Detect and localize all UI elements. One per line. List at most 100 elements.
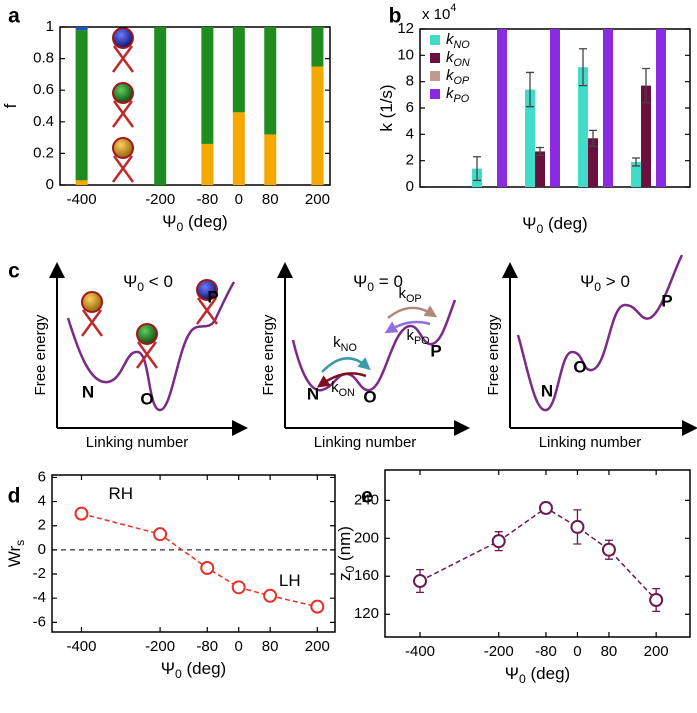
legend-label-part: PO — [454, 93, 470, 105]
x-tick-label: -400 — [405, 643, 435, 660]
diagram-y-label: Free energy — [32, 314, 49, 395]
x-tick-label: 0 — [573, 643, 581, 660]
y-multiplier-part: x 10 — [422, 6, 450, 23]
diagram-y-label: Free energy — [260, 314, 277, 395]
y-tick-label: 0.8 — [33, 50, 54, 67]
x-axis-label-part: (deg) — [543, 214, 587, 233]
rate-label-part: OP — [406, 293, 422, 305]
y-tick-label: 120 — [354, 605, 379, 622]
bar-segment — [311, 66, 324, 185]
y-tick-label: 0 — [46, 176, 54, 193]
rate-label-part: ON — [339, 387, 355, 399]
state-label: P — [430, 341, 441, 360]
diagram-title-part: < 0 — [144, 272, 173, 291]
x-tick-label: -80 — [535, 643, 557, 660]
legend-swatch — [430, 35, 440, 45]
x-axis-label-part: (deg) — [183, 212, 227, 231]
y-axis-label-part: z — [335, 572, 354, 581]
error-bar — [579, 48, 587, 87]
bar — [641, 85, 651, 187]
diagram-x-label: Linking number — [539, 434, 642, 451]
y-tick-label: 8 — [406, 73, 414, 90]
x-tick-label: 0 — [235, 638, 243, 655]
bar — [656, 29, 666, 187]
legend-label: kON — [446, 49, 470, 69]
legend-label-part: ON — [454, 57, 470, 69]
bar-segment — [75, 27, 88, 31]
icon-n-state — [111, 136, 135, 184]
x-tick-label: 0 — [235, 191, 243, 208]
y-tick-label: 0.6 — [33, 81, 54, 98]
diagram-title-part: = 0 — [374, 272, 403, 291]
x-tick-label: -400 — [67, 191, 97, 208]
y-tick-label: 2 — [406, 152, 414, 169]
bar-segment — [232, 112, 245, 185]
diagram-x-label: Linking number — [86, 434, 189, 451]
diagram-y-label: Free energy — [485, 314, 502, 395]
energy-axes — [49, 262, 697, 436]
legend-swatch — [430, 53, 440, 63]
x-axis-label-part: Ψ — [505, 664, 519, 683]
legend-label: kPO — [446, 85, 470, 105]
legend-label-part: OP — [454, 75, 470, 87]
error-bar — [642, 67, 650, 104]
data-point — [263, 588, 278, 603]
y-tick-label: 160 — [354, 567, 379, 584]
x-tick-label: 80 — [262, 191, 279, 208]
y-axis-label: f — [1, 103, 20, 108]
rate-label-part: k — [406, 327, 414, 344]
bar — [535, 151, 545, 187]
x-tick-label: 200 — [305, 638, 330, 655]
panel-label: b — [389, 5, 402, 28]
state-label: O — [363, 387, 376, 406]
panel-label: c — [8, 260, 20, 283]
diagram-title: Ψ0 > 0 — [580, 272, 630, 294]
diagram-title-part: Ψ — [353, 272, 367, 291]
data-point — [413, 574, 428, 589]
y-axis-label-part: k (1/s) — [377, 84, 396, 131]
y-tick-label: 240 — [354, 491, 379, 508]
data-point — [570, 519, 585, 534]
state-label: P — [661, 291, 672, 310]
data-line — [81, 512, 318, 608]
state-label: P — [207, 287, 218, 306]
x-axis-label-part: (deg) — [182, 659, 226, 678]
x-tick-label: -200 — [145, 191, 175, 208]
y-tick-label: 0 — [38, 541, 46, 558]
y-tick-label: 0.4 — [33, 113, 54, 130]
y-tick-label: -4 — [33, 589, 46, 606]
rate-label: kPO — [406, 327, 429, 347]
x-tick-label: 80 — [262, 638, 279, 655]
x-axis-label-part: Ψ — [522, 214, 536, 233]
panel-label: a — [8, 5, 20, 28]
y-tick-label: 0.2 — [33, 144, 54, 161]
error-bar — [632, 157, 640, 167]
icon-p-state — [111, 26, 135, 74]
plot-frame — [59, 26, 331, 186]
x-tick-label: -400 — [66, 638, 96, 655]
plot-frame — [51, 474, 336, 633]
data-point — [153, 527, 168, 542]
y-tick-label: -6 — [33, 613, 46, 630]
bar-segment — [311, 27, 324, 67]
bar — [497, 29, 507, 187]
data-line — [419, 507, 657, 601]
legend-swatch — [430, 71, 440, 81]
rate-arrows — [316, 305, 438, 388]
error-bar — [526, 71, 534, 108]
x-axis-label-part: 0 — [519, 672, 526, 686]
bar — [525, 89, 535, 187]
x-tick-label: 80 — [601, 643, 618, 660]
bar — [631, 161, 641, 187]
diagram-title-part: 0 — [594, 280, 601, 294]
data-point — [491, 534, 506, 549]
icon-n-state — [80, 290, 104, 338]
x-axis-label-part: Ψ — [161, 659, 175, 678]
diagram-title: Ψ0 < 0 — [123, 272, 173, 294]
state-label: O — [573, 357, 586, 376]
y-axis-label-part: Wr — [5, 546, 24, 568]
x-axis-label: Ψ0 (deg) — [162, 212, 227, 234]
state-label: N — [541, 381, 553, 400]
data-point — [538, 500, 553, 515]
data-point — [231, 580, 246, 595]
